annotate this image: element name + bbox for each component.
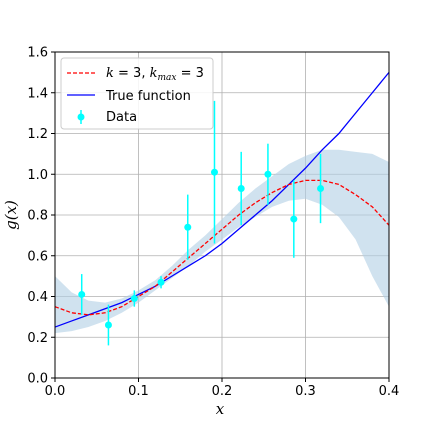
confidence-band-layer	[55, 149, 389, 334]
true-function-line	[54, 71, 390, 328]
y-tick-label: 0.8	[27, 209, 48, 224]
x-tick-label: 0.1	[128, 384, 149, 399]
fit-curve-line	[54, 179, 390, 316]
data-point	[184, 223, 192, 231]
data-point	[317, 185, 325, 193]
data-point	[237, 185, 245, 193]
data-point	[290, 215, 298, 223]
data-point	[157, 278, 165, 286]
legend-data-label: Data	[106, 110, 137, 125]
x-tick-label: 0.0	[45, 384, 66, 399]
legend: k = 3, kmax = 3 True function Data	[60, 57, 214, 130]
x-tick-label: 0.3	[295, 384, 316, 399]
legend-box	[60, 57, 214, 130]
y-tick-label: 0.0	[27, 372, 48, 387]
data-points-layer	[78, 100, 325, 346]
data-point	[78, 290, 86, 298]
lines-layer	[54, 71, 390, 328]
legend-true-label: True function	[105, 89, 191, 104]
y-axis-label: g(x)	[2, 200, 20, 230]
data-point	[210, 168, 218, 176]
y-tick-label: 1.2	[27, 127, 48, 142]
y-tick-label: 1.0	[27, 168, 48, 183]
data-point	[104, 321, 112, 329]
x-axis-label: x	[216, 400, 225, 418]
y-tick-label: 0.4	[27, 290, 48, 305]
x-tick-label: 0.2	[212, 384, 233, 399]
ticks: 0.0 0.1 0.2 0.3 0.4 0.0 0.2 0.4 0.6 0.8 1.0 1.2 1.4 1…	[27, 46, 399, 400]
data-point	[264, 170, 272, 178]
y-tick-label: 0.6	[27, 249, 48, 264]
y-tick-label: 1.4	[27, 86, 48, 101]
confidence-band	[55, 149, 389, 334]
legend-fit-label: k = 3, kmax = 3	[106, 66, 204, 83]
y-tick-label: 1.6	[27, 46, 48, 61]
data-point	[130, 295, 138, 303]
x-tick-label: 0.4	[379, 384, 400, 399]
legend-data-swatch-marker	[77, 113, 85, 121]
y-tick-label: 0.2	[27, 331, 48, 346]
